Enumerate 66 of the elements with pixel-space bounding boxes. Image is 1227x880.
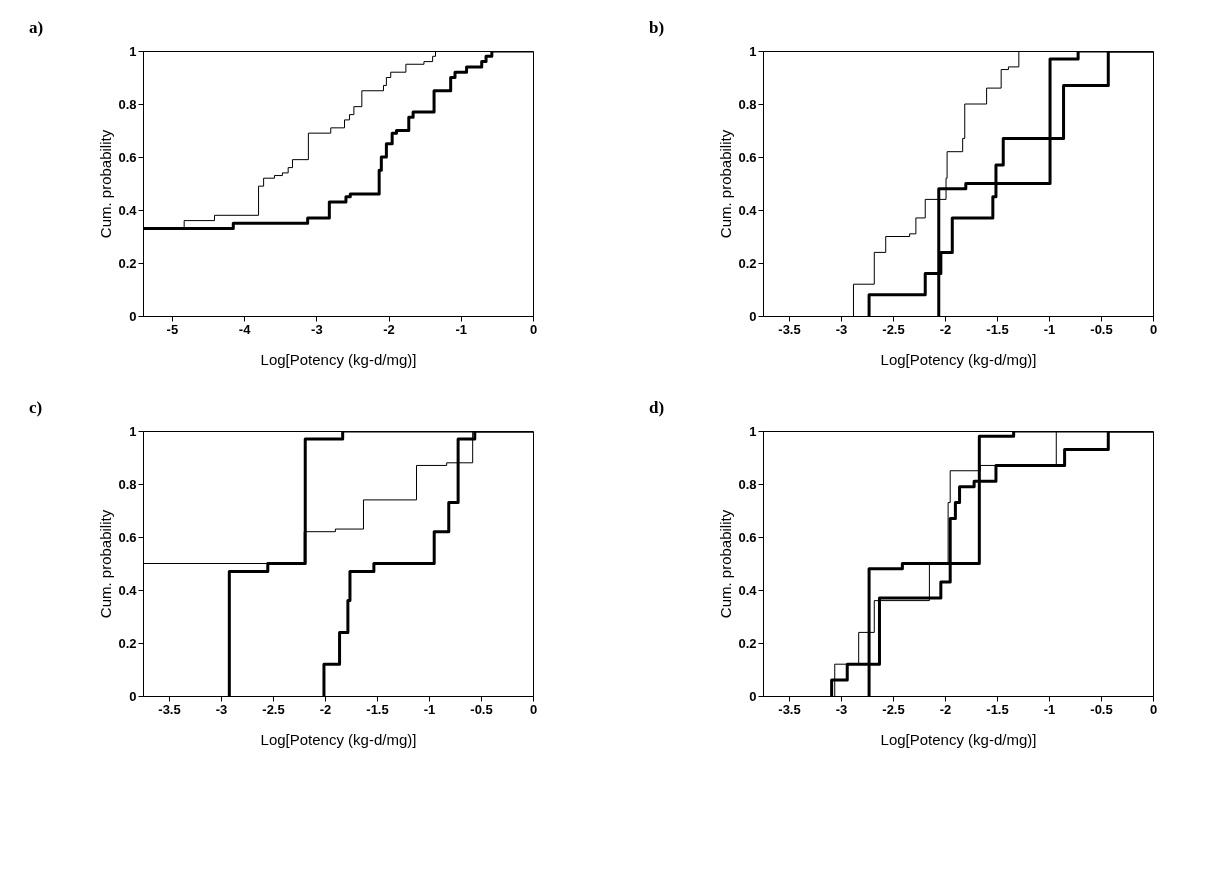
x-tick-label: -1.5: [986, 321, 1009, 337]
chart-title: b): [648, 18, 665, 37]
y-tick-label: 0: [129, 308, 137, 324]
y-tick-label: 1: [129, 423, 137, 439]
y-tick-label: 1: [749, 43, 757, 59]
x-tick-label: -3: [835, 321, 848, 337]
x-tick-label: -2.5: [882, 321, 905, 337]
y-tick-label: 0: [749, 688, 757, 704]
y-tick-label: 1: [749, 423, 757, 439]
chart-title: a): [28, 18, 44, 37]
x-tick-label: -0.5: [1090, 321, 1113, 337]
y-axis-title: Cum. probability: [97, 129, 115, 239]
x-axis-title: Log[Potency (kg-d/mg)]: [880, 350, 1037, 368]
x-tick-label: -3: [835, 701, 848, 717]
y-tick-label: 0.8: [738, 476, 757, 492]
x-tick-label: -2.5: [882, 701, 905, 717]
x-tick-label: -5: [166, 321, 179, 337]
x-tick-label: 0: [1149, 321, 1158, 337]
y-tick-label: 1: [129, 43, 137, 59]
y-tick-label: 0.2: [738, 635, 757, 651]
y-tick-label: 0.4: [738, 202, 758, 218]
x-axis-title: Log[Potency (kg-d/mg)]: [880, 730, 1037, 748]
x-tick-label: -0.5: [1090, 701, 1113, 717]
y-tick-label: 0.8: [118, 476, 137, 492]
x-tick-label: -4: [238, 321, 252, 337]
y-tick-label: 0.6: [118, 529, 137, 545]
x-axis-title: Log[Potency (kg-d/mg)]: [260, 730, 417, 748]
x-tick-label: -3: [215, 701, 228, 717]
x-tick-label: -2: [383, 321, 395, 337]
y-tick-label: 0.4: [118, 582, 138, 598]
x-tick-label: -2: [319, 701, 332, 717]
x-tick-label: -3.5: [778, 321, 801, 337]
x-tick-label: -3.5: [778, 701, 801, 717]
x-tick-label: 0: [529, 321, 538, 337]
y-axis-title: Cum. probability: [717, 129, 735, 239]
chart-title: d): [648, 398, 665, 417]
x-tick-label: 0: [1149, 701, 1158, 717]
x-tick-label: -1: [1043, 701, 1056, 717]
x-tick-label: -1: [455, 321, 468, 337]
x-tick-label: -0.5: [470, 701, 493, 717]
y-tick-label: 0.6: [738, 529, 757, 545]
x-tick-label: 0: [529, 701, 538, 717]
x-tick-label: -3.5: [158, 701, 181, 717]
y-axis-title: Cum. probability: [97, 509, 115, 619]
x-axis-title: Log[Potency (kg-d/mg)]: [260, 350, 417, 368]
y-tick-label: 0: [129, 688, 137, 704]
x-tick-label: -1.5: [986, 701, 1009, 717]
y-tick-label: 0.2: [118, 635, 137, 651]
y-tick-label: 0.6: [738, 149, 757, 165]
x-tick-label: -1: [1043, 321, 1056, 337]
y-tick-label: 0.2: [738, 255, 757, 271]
chart-title: c): [28, 398, 43, 417]
y-tick-label: 0.2: [118, 255, 137, 271]
x-tick-label: -2: [939, 321, 952, 337]
y-tick-label: 0.4: [738, 582, 758, 598]
x-tick-label: -3: [311, 321, 323, 337]
x-tick-label: -2: [939, 701, 952, 717]
x-tick-label: -1.5: [366, 701, 389, 717]
y-tick-label: 0.8: [118, 96, 137, 112]
y-tick-label: 0.4: [118, 202, 138, 218]
y-axis-title: Cum. probability: [717, 509, 735, 619]
y-tick-label: 0.8: [738, 96, 757, 112]
y-tick-label: 0: [749, 308, 757, 324]
x-tick-label: -2.5: [262, 701, 285, 717]
y-tick-label: 0.6: [118, 149, 137, 165]
x-tick-label: -1: [423, 701, 436, 717]
